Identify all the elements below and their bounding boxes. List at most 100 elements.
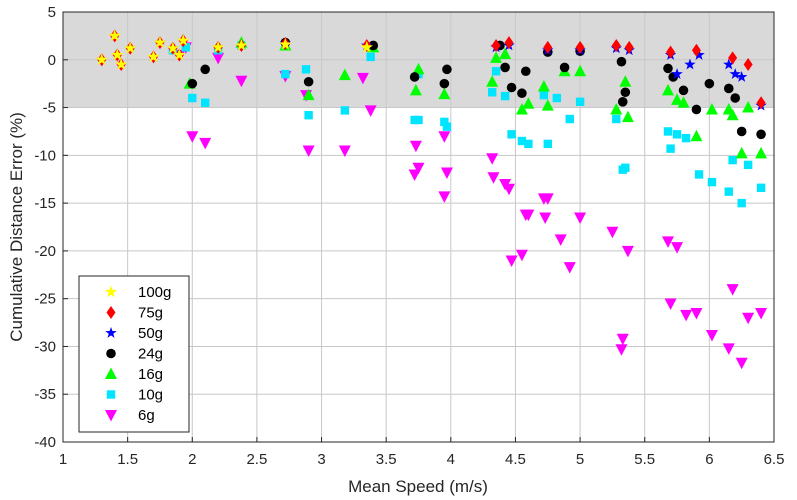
data-point-6g <box>409 140 422 153</box>
data-point-24g <box>691 104 702 115</box>
data-point-6g <box>412 162 425 175</box>
legend-marker-10g <box>106 390 116 399</box>
data-point-16g <box>610 102 623 115</box>
data-point-24g <box>200 64 210 75</box>
x-tick-label: 5 <box>576 451 584 468</box>
legend-label: 16g <box>138 366 163 383</box>
data-point-16g <box>302 88 315 101</box>
data-point-6g <box>726 284 739 296</box>
legend-entry: 75g <box>106 305 163 322</box>
series-100g <box>95 29 373 70</box>
data-point-6g <box>487 172 500 184</box>
data-point-50g <box>684 58 696 70</box>
data-point-10g <box>301 65 311 74</box>
data-point-10g <box>507 130 516 139</box>
x-tick-label: 2.5 <box>246 451 267 468</box>
data-point-10g <box>524 139 533 149</box>
legend-entry: 50g <box>105 325 163 342</box>
legend-entry: 100g <box>104 284 171 301</box>
data-markers <box>95 29 768 370</box>
legend-entry: 24g <box>106 346 163 363</box>
data-point-75g <box>743 58 753 72</box>
data-point-10g <box>543 139 552 149</box>
data-point-75g <box>504 36 514 50</box>
data-point-50g <box>729 68 741 79</box>
data-point-75g <box>624 40 634 54</box>
data-point-10g <box>491 67 501 76</box>
y-tick-label: -30 <box>34 338 56 355</box>
data-point-24g <box>730 93 741 103</box>
plot-frame <box>62 11 775 443</box>
x-tick-label: 6.5 <box>764 451 785 468</box>
data-point-100g <box>235 38 248 51</box>
legend-marker-6g <box>105 410 117 422</box>
y-tick-label: -5 <box>43 100 56 117</box>
data-point-6g <box>664 298 677 310</box>
legend-label: 100g <box>138 284 171 301</box>
data-point-6g <box>539 212 552 224</box>
data-point-16g <box>619 75 632 87</box>
data-point-16g <box>490 51 503 63</box>
data-point-75g <box>756 96 766 110</box>
data-point-100g <box>279 37 292 50</box>
legend-marker-75g <box>106 306 116 319</box>
data-point-50g <box>723 58 735 70</box>
legend-box <box>78 275 190 433</box>
data-point-10g <box>621 163 630 172</box>
legend-label: 24g <box>138 346 163 363</box>
legend-label: 50g <box>138 325 163 342</box>
data-point-10g <box>340 106 350 115</box>
data-point-24g <box>442 64 452 75</box>
data-point-75g <box>543 40 553 54</box>
data-point-24g <box>500 62 510 73</box>
legend: 100g 75g 50g 24g 16g 10g 6g <box>78 275 190 433</box>
data-point-100g <box>173 48 186 61</box>
data-point-100g <box>177 34 190 46</box>
data-point-10g <box>304 111 313 120</box>
data-point-6g <box>502 183 515 196</box>
series-16g <box>183 36 768 159</box>
data-point-6g <box>186 131 199 143</box>
y-tick-label: -15 <box>34 195 56 212</box>
data-point-6g <box>235 75 248 88</box>
legend-marker-16g <box>105 367 117 379</box>
data-point-6g <box>661 236 674 248</box>
data-point-6g <box>690 308 703 320</box>
data-point-16g <box>705 102 718 115</box>
legend-label: 75g <box>138 305 163 322</box>
data-point-10g <box>188 93 197 103</box>
data-point-24g <box>520 66 531 77</box>
legend-entry: 6g <box>105 407 155 424</box>
data-point-100g <box>153 36 167 48</box>
legend-entry: 16g <box>105 366 163 383</box>
data-point-24g <box>736 126 747 137</box>
data-point-6g <box>563 262 576 274</box>
data-point-16g <box>412 62 425 75</box>
x-axis-label: Mean Speed (m/s) <box>348 477 488 496</box>
data-point-24g <box>409 72 420 82</box>
data-point-16g <box>726 108 739 121</box>
data-point-10g <box>181 43 191 52</box>
data-point-6g <box>680 309 693 322</box>
y-axis-ticks: 5 0 -5 -10 -15 -20 -25 -30 -35 -40 <box>34 4 68 451</box>
data-point-10g <box>724 187 733 196</box>
data-point-24g <box>517 88 527 99</box>
data-point-10g <box>487 88 497 97</box>
data-point-10g <box>440 117 449 127</box>
y-tick-label: 0 <box>48 52 56 69</box>
data-point-6g <box>486 153 499 165</box>
y-tick-label: -20 <box>34 243 56 260</box>
data-point-24g <box>559 62 570 73</box>
data-point-100g <box>211 40 225 53</box>
data-point-6g <box>505 255 518 267</box>
x-tick-label: 5.5 <box>634 451 655 468</box>
data-point-100g <box>108 29 121 42</box>
data-point-16g <box>409 83 422 96</box>
data-point-100g <box>124 41 137 54</box>
legend-marker-100g <box>104 285 118 298</box>
data-point-6g <box>212 52 225 65</box>
data-point-10g <box>414 115 423 125</box>
data-point-24g <box>620 87 631 98</box>
data-point-24g <box>616 56 627 67</box>
data-point-10g <box>681 133 691 143</box>
